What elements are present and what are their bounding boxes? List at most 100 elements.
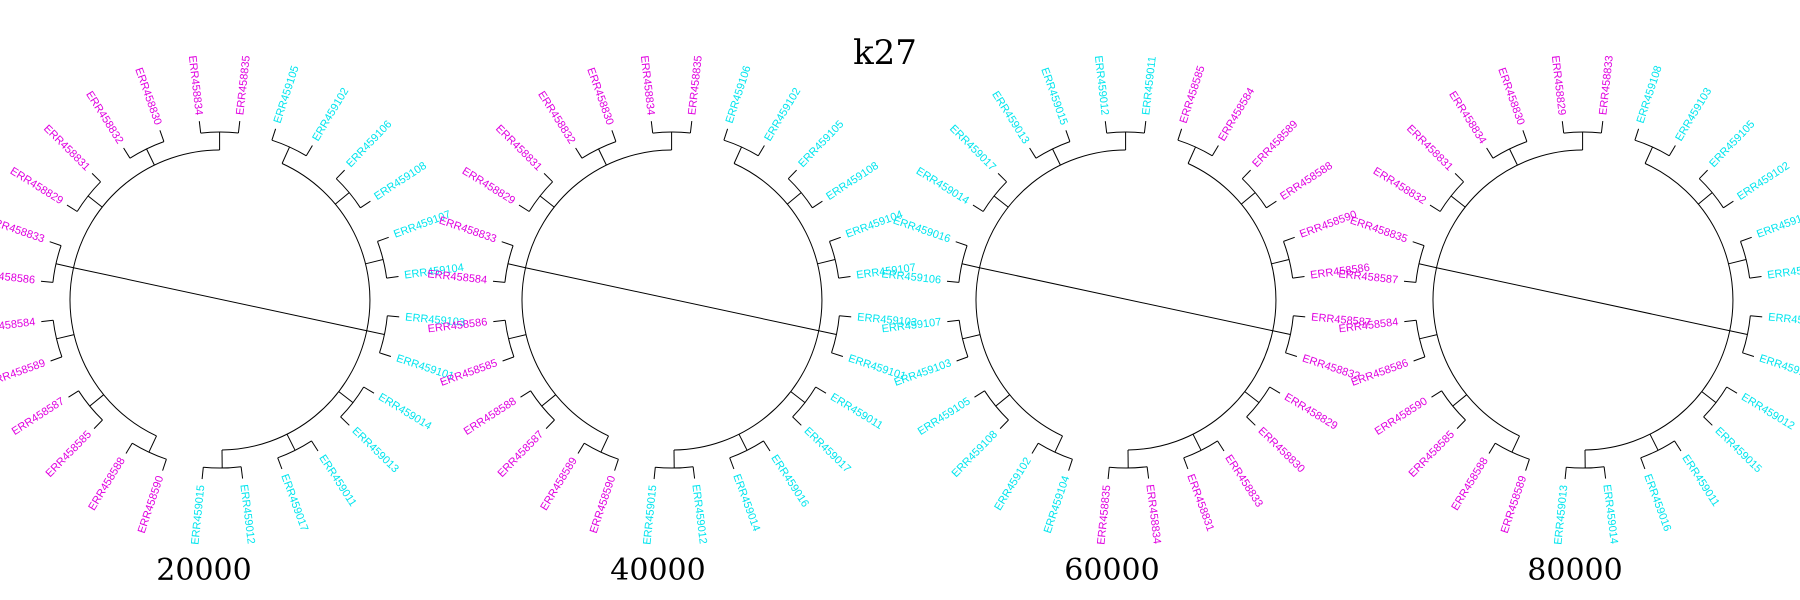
tip-branch [1146,466,1150,479]
tip-label: ERR459108 [824,160,881,203]
subclade-arc [1634,139,1670,157]
tip-label: ERR458835 [1095,484,1113,545]
internal-branch [56,334,75,340]
tip-label: ERR459012 [1092,55,1111,116]
tip-branch [66,204,78,212]
tip-branch [379,352,392,357]
internal-branch [1192,433,1202,451]
tip-branch [692,466,696,479]
tip-label: ERR458829 [1282,391,1339,432]
tip-branch [387,315,400,318]
tip-branch [1723,200,1734,209]
tip-branch [1404,319,1417,323]
tip-branch [1068,459,1073,471]
tip-branch [614,459,619,471]
subclade-arc [958,245,968,283]
tip-label: ERR458590 [136,474,166,535]
tip-label: ERR459103 [405,311,466,329]
subclade-arc [1566,466,1605,469]
tip-label: ERR459014 [1600,484,1619,545]
subclade-arc [200,131,239,134]
subclade-arc [379,315,388,353]
tip-branch [1217,440,1225,452]
panel-title: 20000 [156,553,251,588]
tip-branch [999,419,1009,429]
subclade-arc [52,245,62,283]
tip-label: ERR459015 [1038,66,1069,127]
tree-branches [40,121,400,480]
internal-branch [995,394,1011,407]
tip-label: ERR459105 [272,64,302,125]
tip-label: ERR458588 [1278,160,1335,203]
tip-branch [689,121,693,134]
subclade-arc [1106,131,1145,134]
internal-branch [1509,148,1518,166]
tip-label: ERR459012 [237,484,256,545]
tip-branch [377,236,389,242]
tip-branch [1634,128,1640,141]
internal-branch [55,263,74,269]
tip-label: ERR458833 [1597,55,1616,116]
tip-label: ERR458832 [1371,165,1428,207]
tip-branch [815,386,827,394]
tip-branch [1488,442,1496,454]
internal-branch [365,259,384,265]
tip-label: ERR458833 [1222,453,1265,510]
tip-branch [1703,416,1713,426]
tip-branch [1429,204,1441,212]
tip-branch [360,200,371,209]
internal-branch [598,148,607,166]
tip-label: ERR458585 [44,429,95,480]
internal-branch [993,195,1009,208]
internal-branch [281,146,290,164]
internal-branch [146,148,155,166]
tip-label: ERR459107 [1768,311,1800,329]
tip-label: ERR459012 [1739,391,1796,432]
internal-branch [1450,195,1466,208]
tip-branch [812,200,823,209]
tip-branch [956,356,969,362]
tip-label: ERR458590 [1373,395,1430,437]
tip-branch [723,128,729,141]
tip-label: ERR459102 [1735,160,1792,203]
tip-branch [1183,457,1189,470]
internal-branch [1240,192,1256,205]
subclade-arc [652,131,691,134]
tip-branch [787,169,797,180]
tip-branch [829,236,841,242]
tip-branch [49,241,62,247]
tip-label: ERR458587 [496,429,547,480]
internal-branch [338,391,354,403]
tip-branch [518,204,530,212]
tip-branch [123,147,131,159]
tree-branches [946,121,1306,480]
tip-branch [277,457,283,470]
tip-branch [305,145,313,157]
tip-branch [729,457,735,470]
clade-arc [521,149,672,437]
tip-branch [492,280,505,283]
clade-arc [69,149,220,437]
tip-branch [159,130,165,142]
tip-branch [335,169,345,180]
internal-branch [733,146,742,164]
subclade-arc [504,245,514,283]
internal-branch [1419,334,1438,340]
internal-branch [89,394,105,407]
tip-label: ERR458830 [1255,425,1306,475]
tip-label: ERR458834 [638,55,657,116]
tip-label: ERR458835 [234,55,253,116]
tip-branch [650,121,654,134]
tip-branch [575,147,583,159]
internal-branch [1418,263,1437,269]
tip-label: ERR459102 [992,455,1034,512]
tip-branch [1486,147,1494,159]
tip-label: ERR459105 [916,395,973,437]
tip-label: ERR458832 [83,89,125,146]
tip-label: ERR459016 [891,215,952,246]
tip-label: ERR459106 [1755,209,1800,241]
clade-arc [221,163,371,451]
